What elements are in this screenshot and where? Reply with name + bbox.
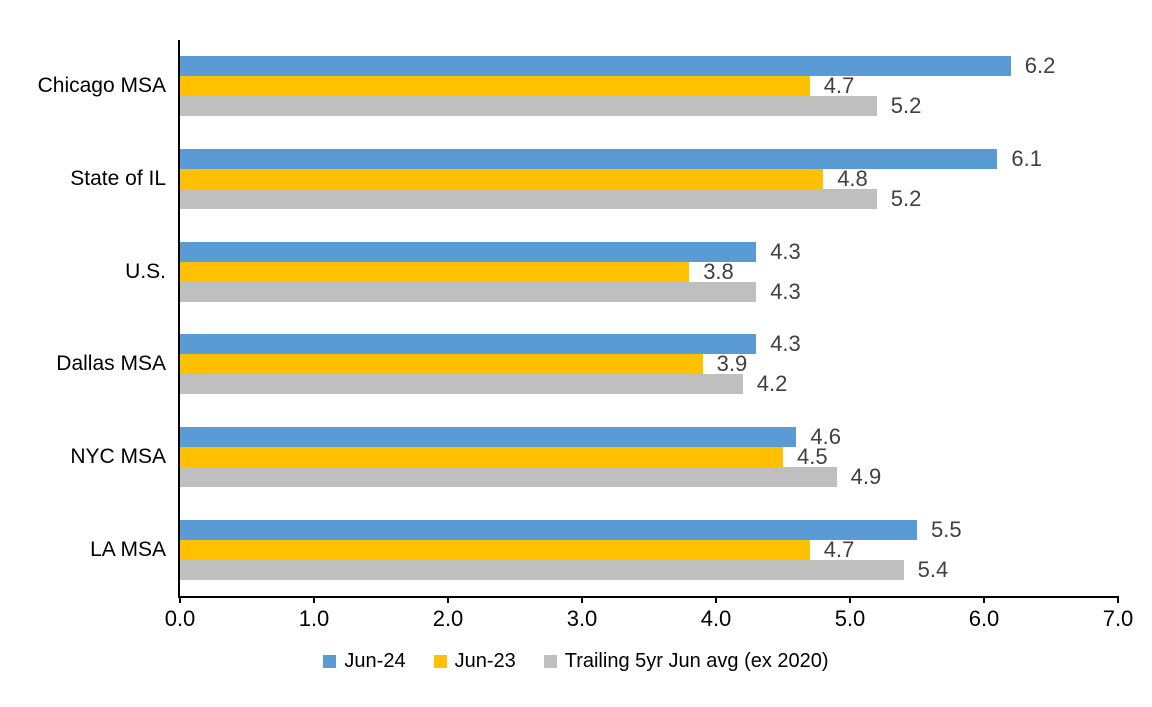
x-tick-label: 7.0 xyxy=(1102,606,1134,631)
legend-label: Jun-24 xyxy=(344,650,406,672)
bar-trailing-5yr-jun-avg-ex-2020- xyxy=(180,374,743,395)
bar-value-label: 3.8 xyxy=(703,258,734,284)
bar-value-label: 6.2 xyxy=(1024,53,1056,79)
x-tick-mark xyxy=(849,596,851,603)
bar-value-label: 4.3 xyxy=(770,278,801,304)
bar-trailing-5yr-jun-avg-ex-2020- xyxy=(180,96,877,117)
bar-value-label: 4.7 xyxy=(823,73,855,99)
x-tick-mark xyxy=(313,596,315,603)
x-tick-label: 4.0 xyxy=(700,606,732,631)
bar-jun-23 xyxy=(180,261,690,282)
x-tick-mark xyxy=(1117,596,1119,603)
bar-value-label: 4.9 xyxy=(850,464,882,489)
bar-value-label: 6.1 xyxy=(1011,146,1042,171)
category-label: Chicago MSA xyxy=(37,74,166,98)
bar-jun-23 xyxy=(180,539,810,560)
legend-label: Trailing 5yr Jun avg (ex 2020) xyxy=(564,650,829,672)
x-tick-label: 5.0 xyxy=(834,606,866,631)
category-label: NYC MSA xyxy=(70,445,166,468)
x-tick-mark xyxy=(581,596,583,603)
bar-value-label: 3.9 xyxy=(716,351,748,377)
legend-swatch xyxy=(543,654,557,668)
bar-jun-24 xyxy=(180,427,797,447)
bar-trailing-5yr-jun-avg-ex-2020- xyxy=(180,559,904,580)
bar-value-label: 5.5 xyxy=(931,516,962,542)
bar-trailing-5yr-jun-avg-ex-2020- xyxy=(180,189,877,209)
bar-jun-23 xyxy=(180,76,810,97)
bar-jun-23 xyxy=(180,354,703,375)
x-tick-mark xyxy=(715,596,717,603)
category-label: U.S. xyxy=(125,259,166,283)
x-tick-mark xyxy=(983,596,985,603)
x-tick-label: 1.0 xyxy=(298,606,330,631)
bar-jun-24 xyxy=(180,241,757,262)
plot-area: 6.2 4.7 5.2 6.1 4.8 5.2 4.3 3.8 4.3 4.3 3.9 4.2 4.6 4… xyxy=(178,40,1118,598)
x-tick-label: 3.0 xyxy=(566,606,598,631)
bar-jun-24 xyxy=(180,149,998,169)
category-label: LA MSA xyxy=(90,537,166,561)
legend: Jun-24 Jun-23 Trailing 5yr Jun avg (ex 202… xyxy=(0,648,1152,674)
bar-value-label: 4.3 xyxy=(770,331,801,357)
bar-jun-24 xyxy=(180,56,1011,77)
bar-value-label: 5.2 xyxy=(890,93,922,119)
bar-value-label: 5.2 xyxy=(890,186,922,211)
legend-swatch xyxy=(323,654,337,668)
bar-value-label: 5.4 xyxy=(917,556,949,582)
bar-jun-23 xyxy=(180,169,824,189)
x-tick-label: 0.0 xyxy=(164,606,196,631)
bar-trailing-5yr-jun-avg-ex-2020- xyxy=(180,467,837,487)
legend-item: Jun-24 xyxy=(323,648,406,674)
x-tick-label: 2.0 xyxy=(432,606,464,631)
bar-value-label: 4.5 xyxy=(797,444,828,469)
x-tick-mark xyxy=(179,596,181,603)
bar-jun-24 xyxy=(180,519,917,540)
legend-item: Trailing 5yr Jun avg (ex 2020) xyxy=(543,648,829,674)
x-tick-mark xyxy=(447,596,449,603)
category-label: State of IL xyxy=(70,167,166,190)
bar-jun-24 xyxy=(180,334,757,355)
bar-value-label: 4.3 xyxy=(770,238,801,264)
legend-label: Jun-23 xyxy=(454,650,516,672)
bar-trailing-5yr-jun-avg-ex-2020- xyxy=(180,281,757,302)
legend-item: Jun-23 xyxy=(433,648,516,674)
x-tick-label: 6.0 xyxy=(968,606,1000,631)
bar-value-label: 4.2 xyxy=(756,371,788,397)
bar-jun-23 xyxy=(180,447,783,467)
legend-swatch xyxy=(433,654,447,668)
bar-value-label: 4.8 xyxy=(837,166,868,191)
category-label: Dallas MSA xyxy=(56,352,166,376)
bar-value-label: 4.7 xyxy=(823,536,855,562)
bar-value-label: 4.6 xyxy=(810,424,841,449)
